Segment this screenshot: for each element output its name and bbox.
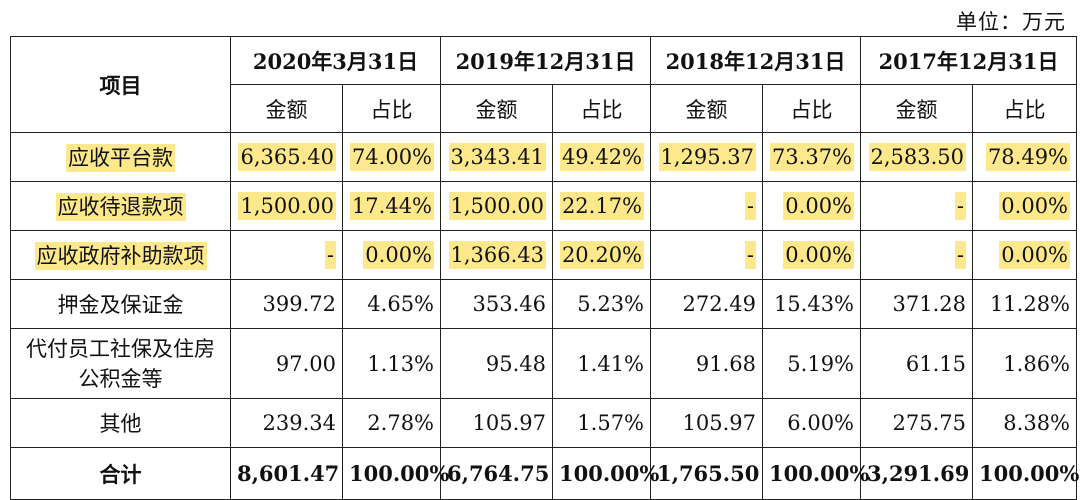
cell-amount: 105.97 (440, 398, 554, 448)
table-row: 应收政府补助款项 - 0.00% 1,366.43 20.20% - 0.00%… (10, 230, 1078, 280)
cell-amount: 371.28 (860, 279, 974, 329)
cell-ratio: 100.00% (341, 447, 449, 500)
row-label: 押金及保证金 (10, 279, 231, 329)
cell-amount: 275.75 (860, 398, 974, 448)
cell-amount: 8,601.47 (230, 447, 343, 500)
header-amount: 金额 (860, 84, 974, 133)
cell-ratio: 49.42% (559, 143, 645, 171)
cell-amount: - (954, 241, 967, 269)
cell-ratio: 11.28% (972, 279, 1078, 329)
cell-amount: - (954, 192, 967, 220)
cell-ratio: 4.65% (341, 279, 442, 329)
cell-amount: 1,500.00 (238, 192, 336, 220)
table-row: 其他 239.34 2.78% 105.97 1.57% 105.97 6.00… (10, 398, 1078, 448)
header-amount: 金额 (650, 84, 764, 133)
cell-ratio: 22.17% (559, 192, 645, 220)
header-period: 2019年12月31日 (440, 36, 652, 85)
cell-ratio: 0.00% (783, 241, 855, 269)
table-row: 应收平台款 6,365.40 74.00% 3,343.41 49.42% 1,… (10, 132, 1078, 182)
receivables-table: 项目 2020年3月31日 2019年12月31日 2018年12月31日 20… (10, 36, 1079, 500)
cell-amount: 97.00 (230, 328, 343, 399)
cell-ratio: 17.44% (349, 192, 435, 220)
header-period: 2018年12月31日 (650, 36, 862, 85)
cell-ratio: 8.38% (972, 398, 1078, 448)
cell-amount: 61.15 (860, 328, 974, 399)
cell-amount: 1,295.37 (658, 143, 757, 171)
cell-amount: - (744, 192, 757, 220)
header-amount: 金额 (440, 84, 554, 133)
cell-ratio: 1.86% (972, 328, 1078, 399)
cell-ratio: 100.00% (552, 447, 659, 500)
cell-amount: 3,291.69 (860, 447, 974, 500)
row-label: 代付员工社保及住房公积金等 (26, 336, 215, 391)
cell-amount: 91.68 (650, 328, 764, 399)
header-amount: 金额 (230, 84, 343, 133)
cell-ratio: 100.00% (972, 447, 1079, 500)
cell-ratio: 5.19% (762, 328, 862, 399)
row-label: 其他 (10, 398, 231, 448)
cell-ratio: 15.43% (762, 279, 862, 329)
table-row: 代付员工社保及住房公积金等 97.00 1.13% 95.48 1.41% 91… (10, 328, 1078, 399)
cell-amount: 1,366.43 (448, 241, 547, 269)
cell-amount: 6,764.75 (440, 447, 554, 500)
total-row: 合计 8,601.47 100.00% 6,764.75 100.00% 1,7… (10, 447, 1079, 500)
cell-amount: - (744, 241, 757, 269)
cell-ratio: 73.37% (769, 143, 855, 171)
cell-amount: 239.34 (230, 398, 343, 448)
cell-ratio: 5.23% (552, 279, 652, 329)
cell-ratio: 2.78% (341, 398, 442, 448)
cell-ratio: 1.57% (552, 398, 652, 448)
cell-ratio: 78.49% (985, 143, 1071, 171)
header-ratio: 占比 (762, 84, 862, 133)
cell-amount: - (324, 241, 336, 269)
cell-ratio: 20.20% (559, 241, 645, 269)
cell-ratio: 1.41% (552, 328, 652, 399)
cell-ratio: 0.00% (363, 241, 435, 269)
header-ratio: 占比 (972, 84, 1078, 133)
row-label: 应收平台款 (66, 144, 175, 172)
header-period: 2020年3月31日 (229, 36, 442, 85)
cell-amount: 2,583.50 (868, 143, 967, 171)
cell-amount: 3,343.41 (448, 143, 547, 171)
cell-ratio: 100.00% (762, 447, 869, 500)
unit-label: 单位：万元 (956, 10, 1066, 34)
total-label: 合计 (10, 447, 231, 500)
cell-amount: 95.48 (440, 328, 554, 399)
header-ratio: 占比 (341, 84, 442, 133)
header-ratio: 占比 (552, 84, 652, 133)
cell-ratio: 0.00% (999, 241, 1071, 269)
cell-ratio: 0.00% (783, 192, 855, 220)
cell-amount: 272.49 (650, 279, 764, 329)
cell-amount: 105.97 (650, 398, 764, 448)
header-item: 项目 (10, 36, 231, 133)
cell-ratio: 0.00% (999, 192, 1071, 220)
cell-amount: 6,365.40 (238, 143, 336, 171)
row-label: 应收待退款项 (55, 193, 186, 221)
table-row: 应收待退款项 1,500.00 17.44% 1,500.00 22.17% -… (10, 181, 1078, 231)
row-label: 应收政府补助款项 (34, 242, 207, 270)
table-row: 押金及保证金 399.72 4.65% 353.46 5.23% 272.49 … (10, 279, 1078, 329)
cell-amount: 399.72 (230, 279, 343, 329)
header-period: 2017年12月31日 (860, 36, 1078, 85)
header-row-periods: 项目 2020年3月31日 2019年12月31日 2018年12月31日 20… (10, 36, 1078, 133)
cell-ratio: 6.00% (762, 398, 862, 448)
cell-amount: 353.46 (440, 279, 554, 329)
cell-amount: 1,500.00 (448, 192, 547, 220)
cell-amount: 1,765.50 (650, 447, 764, 500)
cell-ratio: 1.13% (341, 328, 442, 399)
cell-ratio: 74.00% (349, 143, 435, 171)
